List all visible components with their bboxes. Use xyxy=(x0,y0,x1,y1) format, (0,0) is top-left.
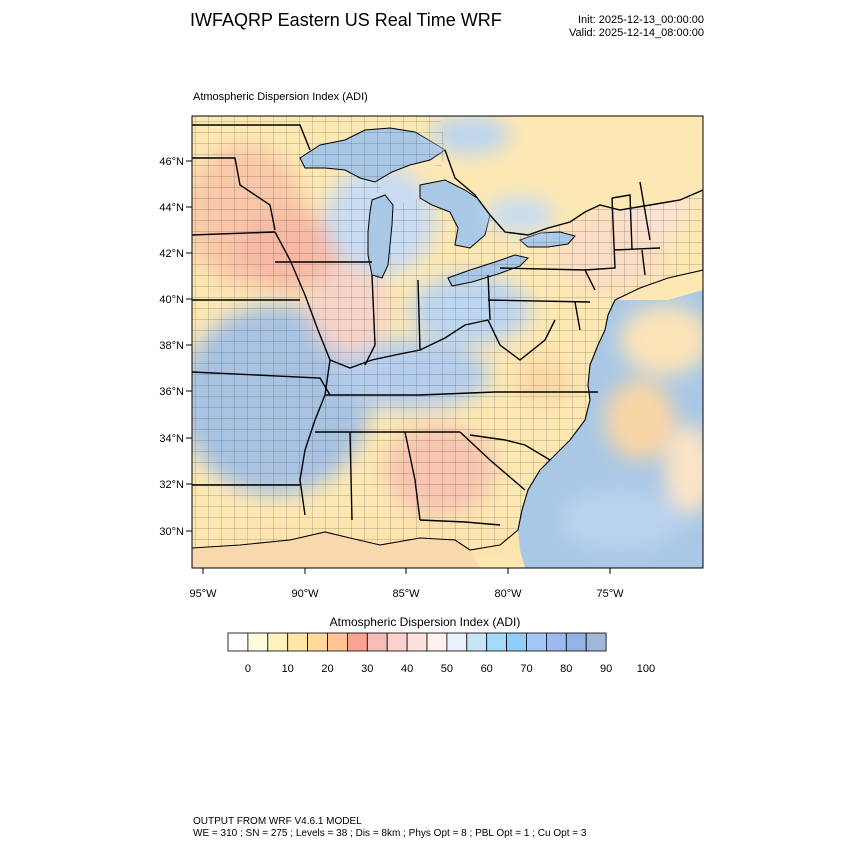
border-ms-al xyxy=(349,431,353,521)
lat-label-32: 32°N xyxy=(159,479,184,491)
map-area xyxy=(192,116,703,568)
county-lines xyxy=(192,116,703,550)
colorbar-cell xyxy=(386,632,408,652)
border-mn-wi xyxy=(192,157,276,231)
panel-label: Atmospheric Dispersion Index (ADI) xyxy=(193,91,368,103)
colorbar-tick-label: 40 xyxy=(401,663,413,675)
colorbar-tick-label: 10 xyxy=(282,663,294,675)
border-mo-ar xyxy=(192,371,331,396)
canada-field xyxy=(430,116,555,233)
canada-blue-ontario xyxy=(485,197,555,233)
lon-ticks xyxy=(202,568,611,574)
footer-config-line: WE = 310 ; SN = 275 ; Levels = 38 ; Dis … xyxy=(193,828,587,839)
colorbar-cell xyxy=(227,632,249,652)
lon-label-75: 75°W xyxy=(596,588,624,600)
ocean-field xyxy=(560,305,703,550)
colorbar-cell xyxy=(307,632,328,652)
ocean-warm-mid xyxy=(605,380,675,460)
init-time: Init: 2025-12-13_00:00:00 xyxy=(578,14,704,26)
state-borders xyxy=(192,157,661,526)
border-ky-tn xyxy=(325,391,598,396)
colorbar-tick-label: 60 xyxy=(481,663,493,675)
colorbar-cell xyxy=(247,632,269,652)
footer-model-line: OUTPUT FROM WRF V4.6.1 MODEL xyxy=(193,816,362,827)
lat-label-40: 40°N xyxy=(159,294,184,306)
gulf-of-mexico xyxy=(192,532,480,568)
border-ia-north xyxy=(192,231,276,236)
colorbar-tick-label: 90 xyxy=(600,663,612,675)
ocean-warm-east xyxy=(665,425,703,515)
colorbar-cell xyxy=(585,632,607,652)
colorbar-cell xyxy=(486,632,508,652)
colorbar-cell xyxy=(267,632,289,652)
border-ga-fl xyxy=(419,519,501,526)
colorbar-cell xyxy=(565,632,587,652)
border-ga-sc xyxy=(459,431,526,491)
lon-label-80: 80°W xyxy=(494,588,522,600)
colorbar-labels: 0 10 20 30 40 50 60 70 80 90 100 xyxy=(245,663,655,675)
colorbar-tick-label: 70 xyxy=(520,663,532,675)
lon-label-95: 95°W xyxy=(189,588,217,600)
lat-labels: 46°N 44°N 42°N 40°N 38°N 36°N 34°N 32°N … xyxy=(159,156,184,538)
colorbar-tick-label: 80 xyxy=(560,663,572,675)
colorbar-tick-label: 20 xyxy=(321,663,333,675)
border-md-de xyxy=(574,301,581,331)
lat-label-38: 38°N xyxy=(159,340,184,352)
lat-label-46: 46°N xyxy=(159,156,184,168)
border-in-oh xyxy=(417,279,421,351)
lat-label-36: 36°N xyxy=(159,386,184,398)
border-il-in xyxy=(364,274,376,366)
border-ohio-river xyxy=(329,319,489,369)
colorbar-tick-label: 50 xyxy=(441,663,453,675)
colorbar-tick-label: 0 xyxy=(245,663,251,675)
border-vt-nh xyxy=(611,194,633,251)
ocean-cool-south xyxy=(560,490,680,550)
canada-border xyxy=(192,124,703,236)
colorbar-tick-label: 100 xyxy=(637,663,655,675)
colorbar-cell xyxy=(546,632,567,652)
colorbar-cell xyxy=(366,632,388,652)
lat-ticks xyxy=(186,160,192,532)
colorbar-cell xyxy=(346,632,368,652)
colorbar-cell xyxy=(526,632,547,652)
border-nh-me xyxy=(639,181,651,241)
lon-labels: 95°W 90°W 85°W 80°W 75°W xyxy=(189,588,624,600)
border-nc-sc xyxy=(469,434,551,461)
colorbar-cell xyxy=(426,632,448,652)
colorbar-title: Atmospheric Dispersion Index (ADI) xyxy=(329,615,521,629)
lon-label-85: 85°W xyxy=(392,588,420,600)
border-wv-va xyxy=(487,319,556,361)
lat-label-44: 44°N xyxy=(159,202,184,214)
border-ct-ri xyxy=(641,249,646,276)
colorbar-cell xyxy=(406,632,428,652)
colorbar-cell xyxy=(466,632,488,652)
lat-label-34: 34°N xyxy=(159,433,184,445)
colorbar-cell xyxy=(287,632,309,652)
map-frame xyxy=(191,115,704,569)
main-title: IWFAQRP Eastern US Real Time WRF xyxy=(190,10,502,30)
border-al-ga xyxy=(404,431,421,521)
colorbar-tick-label: 30 xyxy=(361,663,373,675)
valid-time: Valid: 2025-12-14_08:00:00 xyxy=(569,27,704,39)
colorbar-cell xyxy=(446,632,468,652)
border-ny-vt xyxy=(584,197,616,271)
border-mississippi xyxy=(274,231,331,516)
lat-label-42: 42°N xyxy=(159,248,184,260)
lon-label-90: 90°W xyxy=(291,588,319,600)
border-oh-pa xyxy=(487,274,491,321)
border-ma-ct xyxy=(614,247,661,251)
colorbar-cell xyxy=(327,632,348,652)
colorbar xyxy=(227,632,607,652)
canada-blue-patch xyxy=(430,116,510,155)
border-pa-south xyxy=(487,299,591,303)
ocean-warm-north xyxy=(620,305,703,375)
colorbar-cell xyxy=(506,632,527,652)
lat-label-30: 30°N xyxy=(159,526,184,538)
coastline xyxy=(192,269,703,551)
